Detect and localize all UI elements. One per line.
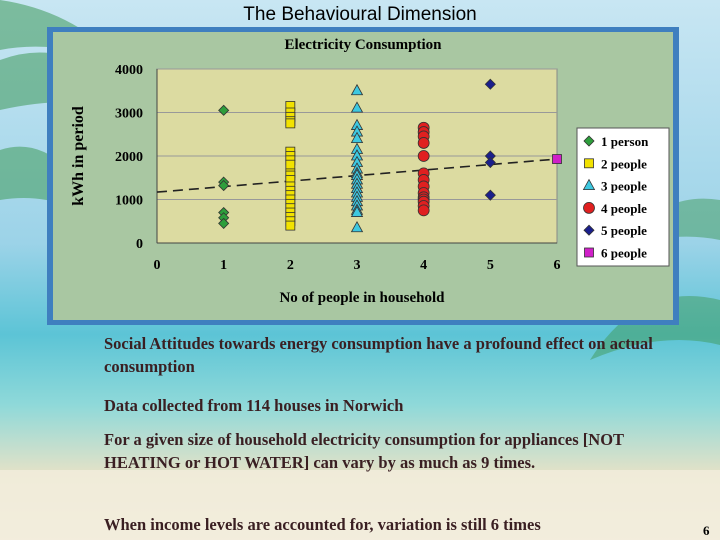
chart-title: Electricity Consumption [284, 37, 442, 53]
data-point-3-people [350, 220, 364, 233]
paragraph-social-attitudes: Social Attitudes towards energy consumpt… [104, 334, 653, 376]
x-axis-label: No of people in household [279, 290, 445, 306]
data-point-1-person [218, 104, 230, 116]
data-point-4-people [417, 150, 430, 162]
y-tick-labels: 0 1000 2000 3000 4000 [115, 63, 143, 252]
y-tick-label: 2000 [115, 150, 143, 165]
x-tick-label: 0 [154, 258, 161, 273]
page-number: 6 [703, 523, 710, 538]
x-tick-label: 2 [287, 258, 294, 273]
data-point-4-people [417, 204, 430, 217]
scatter-chart: Electricity Consumption 0100020003000400… [53, 32, 673, 320]
legend-label-5-people: 5 people [601, 223, 647, 238]
x-tick-label: 4 [420, 258, 427, 273]
legend: 1 person 2 people 3 people 4 people 5 people… [576, 127, 670, 267]
x-tick-label: 5 [487, 258, 494, 273]
legend-marker-3-people [582, 178, 596, 191]
legend-label-3-people: 3 people [601, 179, 647, 194]
data-point-3-people [350, 205, 364, 217]
slide-title: The Behavioural Dimension [243, 4, 477, 25]
data-point-1-person [218, 217, 230, 229]
data-point-2-people [285, 220, 296, 231]
legend-marker-1-person [583, 135, 595, 147]
y-tick-label: 4000 [115, 63, 143, 78]
x-tick-label: 1 [220, 258, 227, 273]
data-point-2-people [285, 118, 296, 129]
y-tick-label: 0 [136, 237, 143, 252]
x-tick-labels: 0 1 2 3 4 5 6 [154, 258, 561, 273]
data-point-3-people [350, 83, 364, 96]
legend-label-4-people: 4 people [601, 201, 647, 216]
x-tick-label: 3 [354, 258, 361, 273]
data-point-3-people [350, 131, 364, 143]
data-point-6-people [552, 154, 562, 164]
data-point-5-people [484, 189, 496, 201]
y-axis-label: kWh in period [70, 106, 87, 206]
data-point-5-people [484, 78, 496, 90]
legend-label-6-people: 6 people [601, 246, 647, 261]
paragraph-income: When income levels are accounted for, va… [104, 515, 541, 534]
y-tick-label: 3000 [115, 107, 143, 122]
data-point-3-people [350, 101, 364, 113]
data-point-2-people [285, 159, 296, 170]
x-tick-label: 6 [554, 258, 561, 273]
paragraph-data-collected: Data collected from 114 houses in Norwic… [104, 396, 404, 415]
legend-marker-6-people [584, 247, 594, 258]
legend-marker-4-people [583, 201, 595, 214]
data-point-4-people [417, 137, 430, 149]
data-points [218, 78, 562, 233]
legend-marker-2-people [584, 158, 594, 169]
y-tick-label: 1000 [115, 194, 143, 209]
chart-frame: Electricity Consumption 0 1000 2000 3000 400… [47, 27, 679, 325]
paragraph-variation: For a given size of household electricit… [104, 430, 624, 472]
legend-marker-5-people [583, 224, 595, 236]
data-point-1-person [218, 180, 230, 192]
legend-label-2-people: 2 people [601, 156, 647, 171]
data-point-5-people [484, 156, 496, 169]
legend-label-1-person: 1 person [601, 134, 649, 149]
